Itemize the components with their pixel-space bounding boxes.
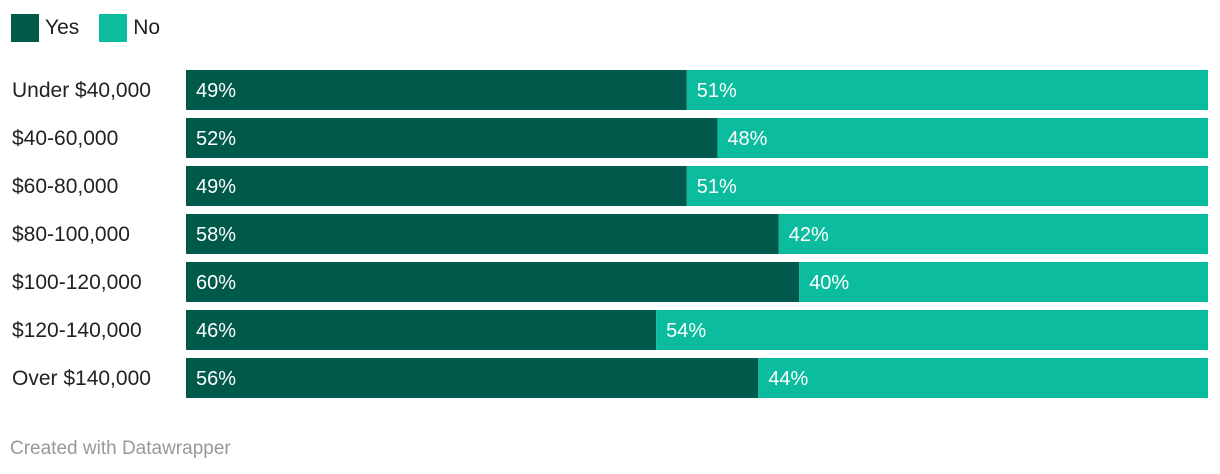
legend-label-yes: Yes: [45, 16, 80, 39]
legend-item-yes: Yes: [11, 14, 79, 42]
data-label-yes: 56%: [196, 368, 236, 390]
data-label-no: 40%: [809, 272, 849, 294]
bar-segment-no: [758, 358, 1208, 398]
bar-segment-yes: [186, 358, 759, 398]
bar-segment-no: [686, 166, 1208, 206]
legend-swatch-no: [99, 14, 128, 42]
category-label: $60-80,000: [12, 175, 118, 198]
credit-text: Created with Datawrapper: [10, 438, 231, 459]
category-label: Over $140,000: [12, 367, 151, 390]
legend: Yes No: [11, 14, 180, 42]
data-label-no: 51%: [697, 80, 737, 102]
legend-label-no: No: [133, 16, 161, 39]
category-label: $100-120,000: [12, 271, 142, 294]
legend-item-no: No: [99, 14, 160, 42]
data-label-yes: 60%: [196, 272, 236, 294]
category-label: $120-140,000: [12, 319, 142, 342]
data-label-yes: 58%: [196, 224, 236, 246]
data-label-yes: 49%: [196, 80, 236, 102]
bar-segment-yes: [186, 70, 687, 110]
bar-segment-yes: [186, 118, 718, 158]
data-label-no: 51%: [697, 176, 737, 198]
category-label: $40-60,000: [12, 127, 118, 150]
data-label-no: 42%: [789, 224, 829, 246]
bar-segment-no: [717, 118, 1208, 158]
bar-segment-yes: [186, 310, 657, 350]
category-label: Under $40,000: [12, 79, 151, 102]
data-label-yes: 52%: [196, 128, 236, 150]
bar-segment-yes: [186, 166, 687, 206]
data-label-yes: 49%: [196, 176, 236, 198]
data-label-no: 44%: [768, 368, 808, 390]
category-label: $80-100,000: [12, 223, 130, 246]
bar-segment-yes: [186, 262, 800, 302]
data-label-yes: 46%: [196, 320, 236, 342]
bar-segment-yes: [186, 214, 779, 254]
data-label-no: 54%: [666, 320, 706, 342]
legend-swatch-yes: [11, 14, 39, 42]
bar-segment-no: [799, 262, 1208, 302]
bar-segment-no: [656, 310, 1208, 350]
stacked-bar-chart: Under $40,000 49% 51% $40-60,000 52% 48% $60-8…: [12, 70, 1208, 398]
data-label-no: 48%: [727, 128, 767, 150]
bar-segment-no: [778, 214, 1208, 254]
bar-segment-no: [686, 70, 1208, 110]
